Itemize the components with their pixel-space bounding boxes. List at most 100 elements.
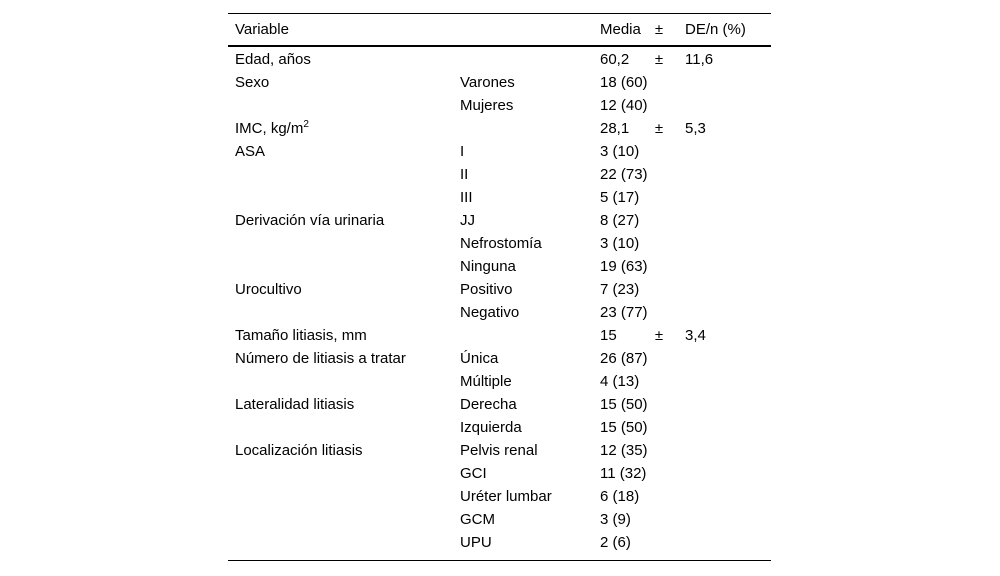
table-row: Urocultivo Positivo 7 (23) <box>228 278 771 301</box>
category-label: Ninguna <box>460 258 516 275</box>
value-main: 8 (27) <box>600 212 640 229</box>
value-cell: 15 ± 3,4 <box>600 327 771 344</box>
category-cell: Derecha <box>460 396 600 413</box>
value-main: 15 (50) <box>600 396 648 413</box>
column-header-de: DE/n (%) <box>685 21 746 38</box>
plus-minus-symbol: ± <box>654 21 664 38</box>
value-cell: 3 (10) <box>600 235 771 252</box>
table-row: Número de litiasis a tratar Única 26 (87… <box>228 347 771 370</box>
value-cell: 6 (18) <box>600 488 771 505</box>
table-row: Derivación vía urinaria JJ 8 (27) <box>228 209 771 232</box>
value-sd: 5,3 <box>685 120 706 137</box>
value-main: 11 (32) <box>600 465 647 482</box>
variable-label: Tamaño litiasis, mm <box>235 327 367 344</box>
value-cell: 11 (32) <box>600 465 771 482</box>
table-row: Izquierda 15 (50) <box>228 416 771 439</box>
value-cell: 26 (87) <box>600 350 771 367</box>
category-label: II <box>460 166 469 183</box>
table-row: II 22 (73) <box>228 163 771 186</box>
category-cell: JJ <box>460 212 600 229</box>
value-main: 18 (60) <box>600 74 648 91</box>
variable-cell: Localización litiasis <box>228 442 460 459</box>
table-row: Mujeres 12 (40) <box>228 94 771 117</box>
category-label: Uréter lumbar <box>460 488 552 505</box>
variable-cell: Derivación vía urinaria <box>228 212 460 229</box>
table-body: Edad, años 60,2 ± 11,6 Sexo Varones 18 (… <box>228 47 771 560</box>
table-row: Edad, años 60,2 ± 11,6 <box>228 48 771 71</box>
column-header-media-de: Media ± DE/n (%) <box>600 21 771 38</box>
category-cell: GCM <box>460 511 600 528</box>
value-main: 60,2 <box>600 51 630 68</box>
variable-cell: Número de litiasis a tratar <box>228 350 460 367</box>
plus-minus-symbol: ± <box>654 51 664 68</box>
category-cell: Única <box>460 350 600 367</box>
table-row: Uréter lumbar 6 (18) <box>228 485 771 508</box>
value-main: 22 (73) <box>600 166 648 183</box>
value-cell: 15 (50) <box>600 419 771 436</box>
value-main: 15 (50) <box>600 419 648 436</box>
value-cell: 3 (9) <box>600 511 771 528</box>
category-cell: Nefrostomía <box>460 235 600 252</box>
category-label: Múltiple <box>460 373 512 390</box>
value-cell: 19 (63) <box>600 258 771 275</box>
value-main: 19 (63) <box>600 258 648 275</box>
table-header-row: Variable Media ± DE/n (%) <box>228 14 771 47</box>
category-cell: Pelvis renal <box>460 442 600 459</box>
variable-label: Localización litiasis <box>235 442 363 459</box>
category-cell: Múltiple <box>460 373 600 390</box>
table-row: IMC, kg/m2 28,1 ± 5,3 <box>228 117 771 140</box>
table-row: Negativo 23 (77) <box>228 301 771 324</box>
value-cell: 2 (6) <box>600 534 771 551</box>
category-label: Nefrostomía <box>460 235 542 252</box>
value-cell: 23 (77) <box>600 304 771 321</box>
category-label: Única <box>460 350 499 367</box>
value-main: 3 (10) <box>600 143 640 160</box>
category-cell: Ninguna <box>460 258 600 275</box>
category-cell: Mujeres <box>460 97 600 114</box>
variable-cell: Lateralidad litiasis <box>228 396 460 413</box>
value-main: 12 (35) <box>600 442 648 459</box>
value-main: 23 (77) <box>600 304 648 321</box>
value-cell: 15 (50) <box>600 396 771 413</box>
value-main: 26 (87) <box>600 350 648 367</box>
table-row: ASA I 3 (10) <box>228 140 771 163</box>
value-main: 3 (10) <box>600 235 640 252</box>
value-main: 3 (9) <box>600 511 631 528</box>
table-row: III 5 (17) <box>228 186 771 209</box>
value-cell: 12 (35) <box>600 442 771 459</box>
category-cell: Negativo <box>460 304 600 321</box>
value-sd: 11,6 <box>685 51 714 68</box>
category-cell: II <box>460 166 600 183</box>
variable-label: Lateralidad litiasis <box>235 396 355 413</box>
table-row: GCI 11 (32) <box>228 462 771 485</box>
value-cell: 60,2 ± 11,6 <box>600 51 771 68</box>
value-cell: 4 (13) <box>600 373 771 390</box>
table-row: Localización litiasis Pelvis renal 12 (3… <box>228 439 771 462</box>
category-label: I <box>460 143 465 160</box>
value-cell: 18 (60) <box>600 74 771 91</box>
category-label: Varones <box>460 74 515 91</box>
category-label: Derecha <box>460 396 517 413</box>
value-main: 15 <box>600 327 617 344</box>
category-label: GCI <box>460 465 487 482</box>
category-label: Mujeres <box>460 97 514 114</box>
value-cell: 12 (40) <box>600 97 771 114</box>
variable-cell: Edad, años <box>228 51 460 68</box>
category-label: Positivo <box>460 281 513 298</box>
plus-minus-symbol: ± <box>654 120 664 137</box>
category-cell: III <box>460 189 600 206</box>
value-main: 4 (13) <box>600 373 640 390</box>
variable-cell: IMC, kg/m2 <box>228 120 460 138</box>
value-main: 28,1 <box>600 120 630 137</box>
value-main: 12 (40) <box>600 97 648 114</box>
category-label: Izquierda <box>460 419 522 436</box>
table-row: Ninguna 19 (63) <box>228 255 771 278</box>
category-label: JJ <box>460 212 475 229</box>
category-cell: Varones <box>460 74 600 91</box>
stats-table: Variable Media ± DE/n (%) Edad, años 60,… <box>228 13 771 561</box>
category-label: Pelvis renal <box>460 442 538 459</box>
value-cell: 3 (10) <box>600 143 771 160</box>
column-header-variable: Variable <box>235 21 289 38</box>
variable-label: ASA <box>235 143 266 160</box>
category-cell: Izquierda <box>460 419 600 436</box>
